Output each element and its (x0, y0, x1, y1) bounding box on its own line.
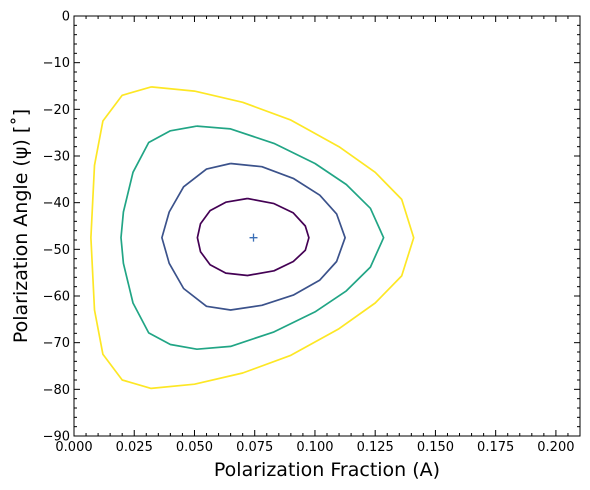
x-tick-label: 0.200 (537, 440, 574, 455)
marker-layer (249, 233, 258, 242)
x-tick-label: 0.100 (296, 440, 333, 455)
plot-frame (73, 15, 581, 437)
ticks-layer: 0.000 0.025 0.050 0.075 0.100 0.125 0.150 0.175… (43, 10, 581, 455)
y-tick-label: −30 (43, 150, 70, 165)
y-tick-label: −60 (43, 290, 70, 305)
contour-line-4 (90, 86, 415, 390)
contour-line-3 (120, 125, 385, 351)
contour-line-2 (161, 162, 346, 311)
y-tick-label: −80 (43, 383, 70, 398)
y-tick-label: −10 (43, 56, 70, 71)
y-tick-label: −70 (43, 336, 70, 351)
contour-layer (90, 86, 415, 390)
y-axis-label: Polarization Angle (ψ) [˚] (10, 109, 32, 343)
x-tick-label: 0.125 (357, 440, 394, 455)
center-marker (249, 233, 258, 242)
x-tick-label: 0.150 (417, 440, 454, 455)
x-tick-label: 0.050 (176, 440, 213, 455)
y-tick-label: −20 (43, 103, 70, 118)
x-tick-label: 0.000 (55, 440, 92, 455)
y-tick-label: −90 (43, 430, 70, 445)
x-axis-label: Polarization Fraction (A) (214, 459, 440, 481)
y-tick-label: 0 (62, 10, 70, 25)
x-tick-label: 0.175 (477, 440, 514, 455)
y-tick-label: −50 (43, 243, 70, 258)
y-tick-label: −40 (43, 196, 70, 211)
x-tick-label: 0.025 (116, 440, 153, 455)
x-tick-label: 0.075 (236, 440, 273, 455)
contour-line-1 (196, 197, 310, 277)
